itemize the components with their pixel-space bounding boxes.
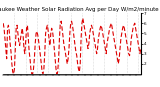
Title: Milwaukee Weather Solar Radiation Avg per Day W/m2/minute: Milwaukee Weather Solar Radiation Avg pe… (0, 7, 158, 12)
